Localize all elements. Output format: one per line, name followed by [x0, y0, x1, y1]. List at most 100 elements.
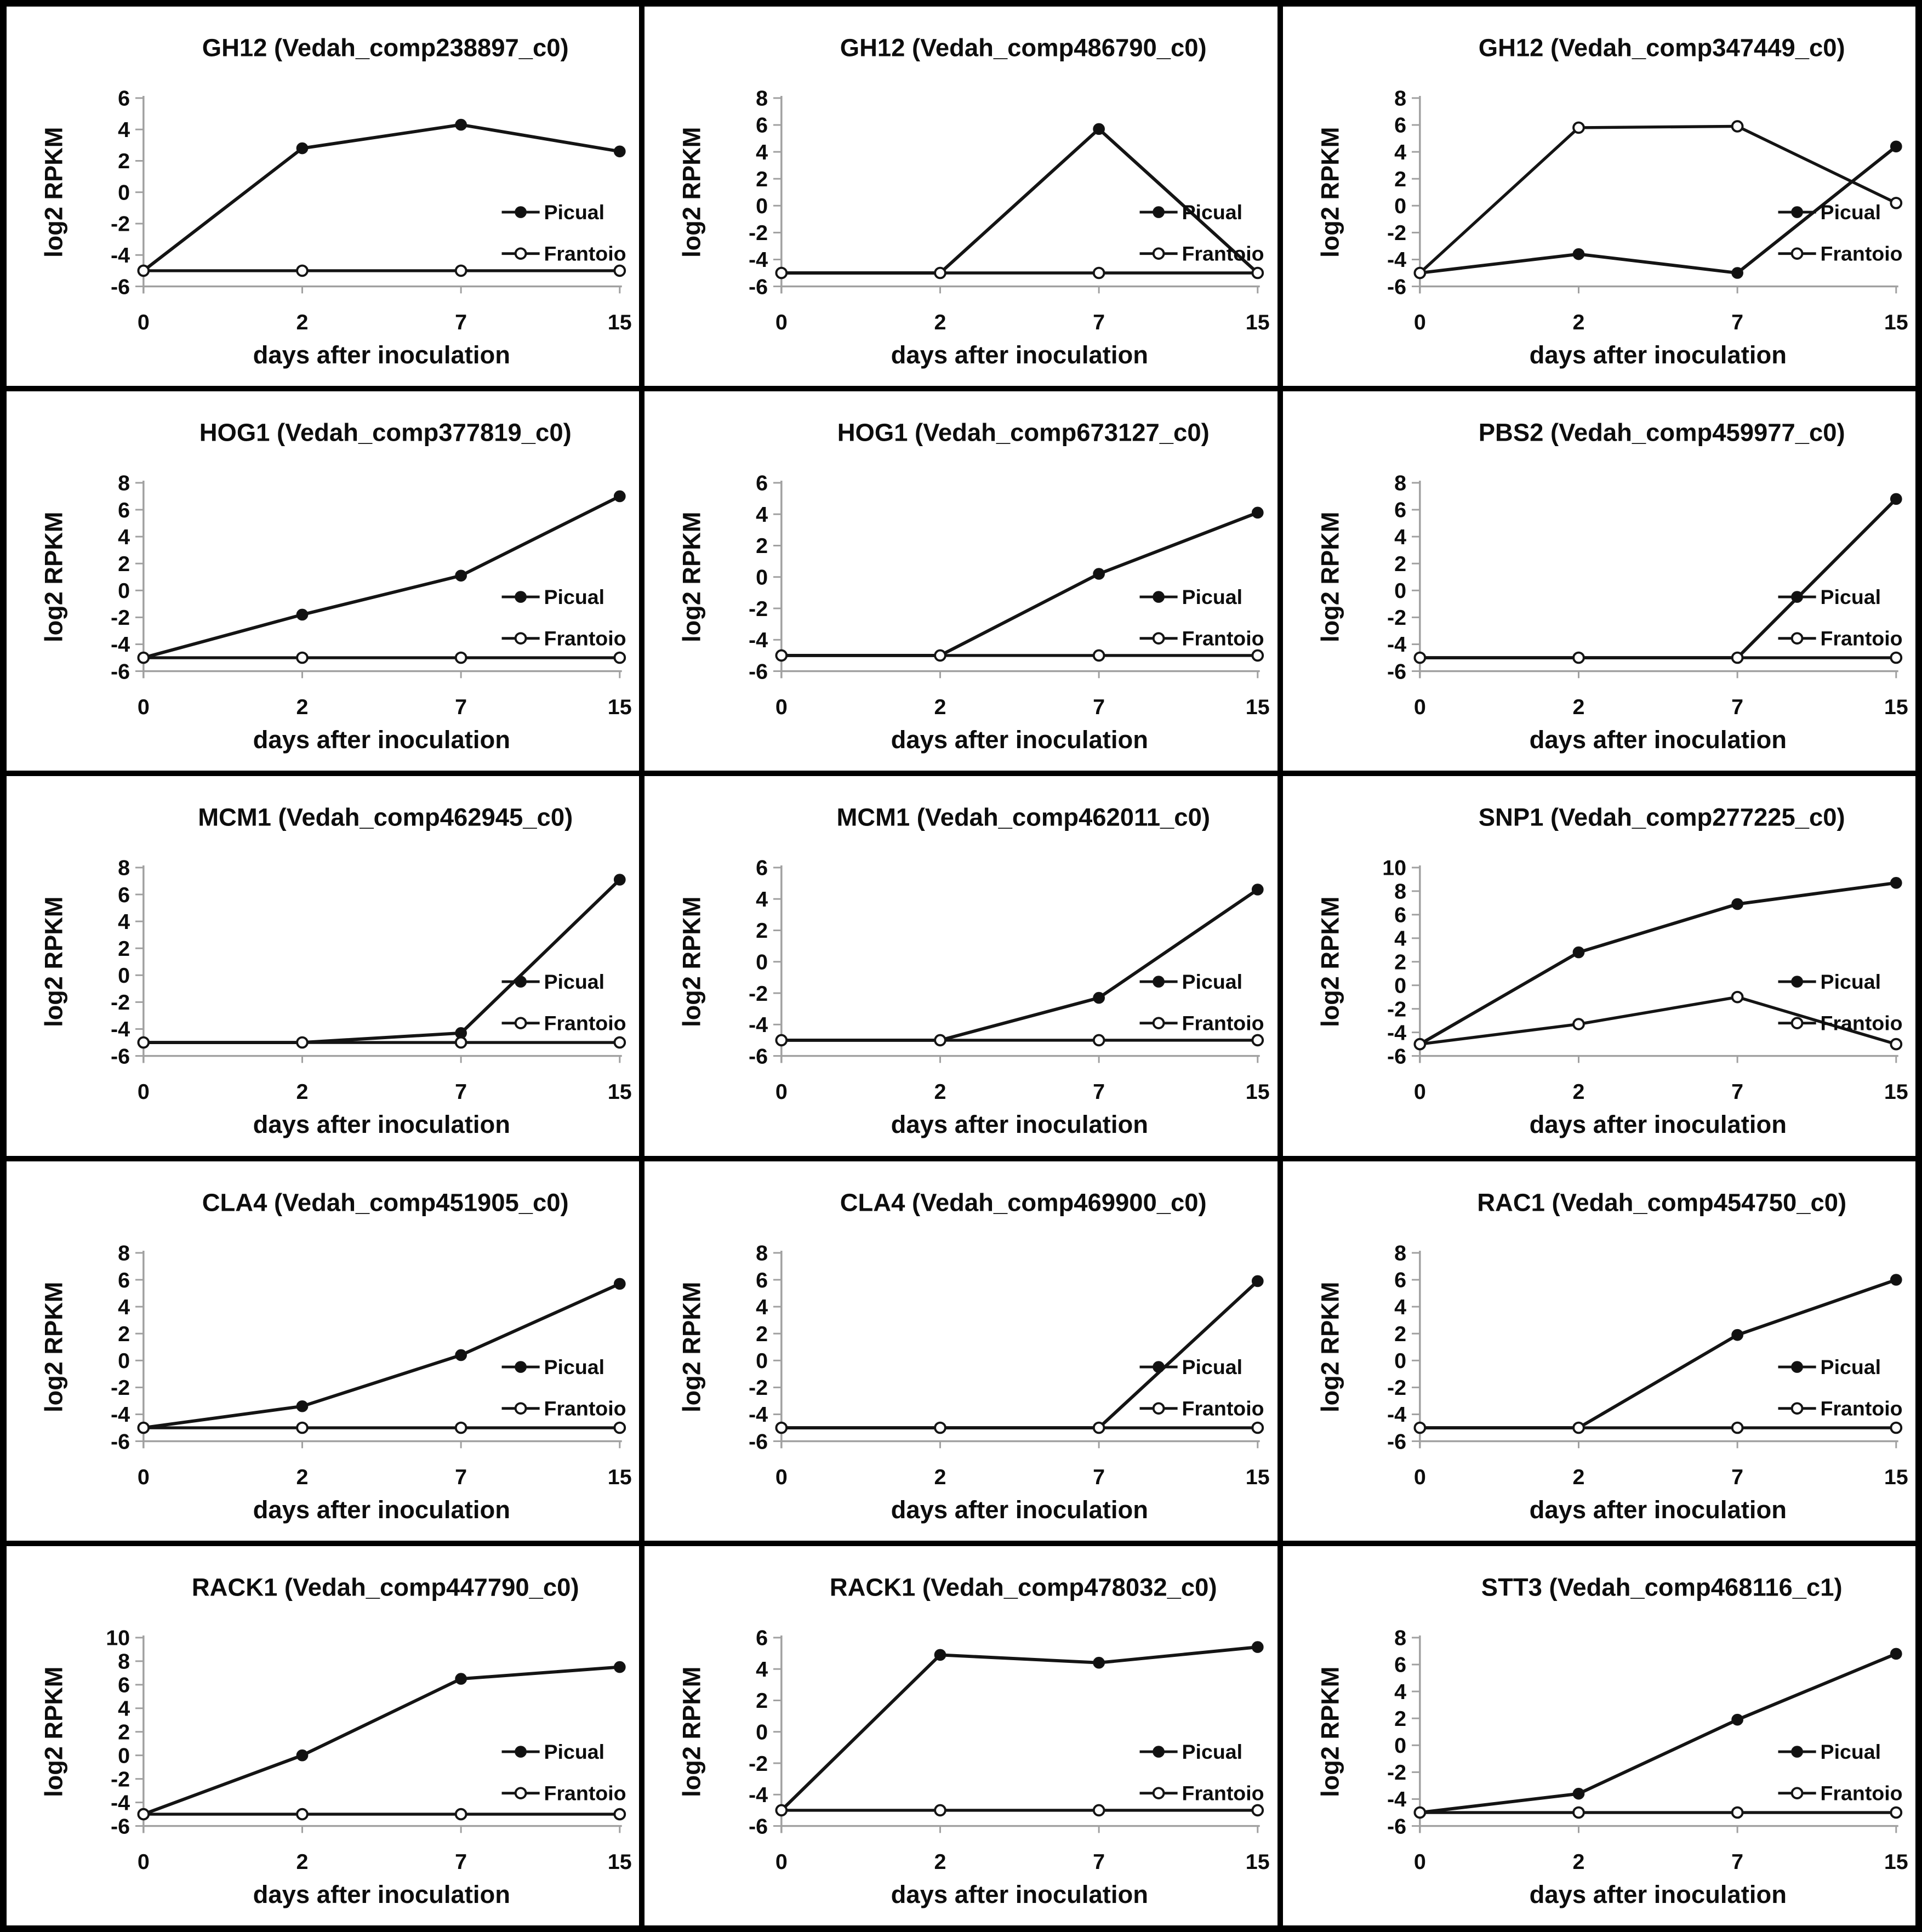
open-circle-marker-icon — [296, 651, 309, 664]
y-axis-tick-labels: -6 -4 -2 0 2 4 6 — [749, 856, 768, 1069]
legend: Picual Frantoio — [1139, 970, 1264, 1035]
filled-circle-marker-icon — [1252, 506, 1264, 519]
x-axis-tick-labels: 0 2 7 15 — [775, 1850, 1270, 1874]
legend-label: Picual — [1182, 201, 1243, 224]
chart-svg: HOG1 (Vedah_comp377819_c0) log2 RPKM days … — [40, 419, 632, 754]
legend-label: Picual — [544, 585, 605, 608]
open-circle-marker-icon — [775, 1034, 788, 1047]
x-tick-label: 15 — [608, 695, 632, 719]
x-axis-label: days after inoculation — [1529, 1110, 1786, 1138]
y-tick-label: 10 — [1382, 856, 1406, 880]
open-circle-marker-icon — [613, 264, 626, 277]
y-tick-label: -4 — [111, 1018, 130, 1042]
x-axis-tick-labels: 0 2 7 15 — [138, 310, 632, 334]
legend-label: Picual — [1182, 970, 1243, 993]
open-circle-marker-icon — [775, 1804, 788, 1817]
y-tick-label: -6 — [1387, 1045, 1406, 1069]
y-axis-label: log2 RPKM — [40, 897, 68, 1027]
y-tick-label: 2 — [1394, 950, 1406, 974]
x-axis-label: days after inoculation — [253, 341, 510, 369]
x-tick-label: 15 — [608, 1850, 632, 1874]
y-tick-label: 8 — [1394, 87, 1406, 111]
open-circle-marker-icon — [934, 649, 947, 662]
x-tick-label: 0 — [775, 1465, 788, 1489]
x-tick-label: 7 — [1731, 1080, 1743, 1104]
y-axis-ticks — [1411, 1252, 1420, 1442]
x-tick-label: 15 — [608, 310, 632, 334]
x-tick-label: 7 — [455, 1465, 467, 1489]
open-circle-marker-icon — [1413, 651, 1426, 664]
x-axis-label: days after inoculation — [891, 1880, 1148, 1908]
y-tick-label: -4 — [1387, 1403, 1406, 1427]
open-circle-marker-icon — [137, 651, 150, 664]
frantoio-markers — [775, 1421, 1264, 1434]
chart-panel: GH12 (Vedah_comp486790_c0) log2 RPKM days … — [645, 7, 1277, 386]
x-tick-label: 0 — [138, 695, 150, 719]
y-tick-label: -4 — [749, 1013, 768, 1038]
x-tick-label: 2 — [1572, 695, 1584, 719]
chart-panel: RACK1 (Vedah_comp478032_c0) log2 RPKM days… — [645, 1546, 1277, 1925]
y-axis-ticks — [773, 482, 782, 673]
legend-item-picual: Picual — [1139, 201, 1243, 224]
y-tick-label: 6 — [756, 113, 768, 138]
y-tick-label: 4 — [1394, 927, 1406, 951]
open-circle-marker-icon — [1731, 1806, 1744, 1819]
open-circle-icon — [514, 1787, 527, 1799]
y-tick-label: 4 — [118, 1696, 130, 1720]
y-tick-label: -6 — [111, 1814, 130, 1838]
picual-series-line — [1419, 1652, 1897, 1814]
open-circle-marker-icon — [934, 266, 947, 280]
y-tick-label: -2 — [749, 221, 768, 245]
filled-circle-marker-icon — [1890, 1273, 1902, 1286]
y-tick-label: 4 — [756, 887, 768, 911]
y-tick-label: 6 — [1394, 498, 1406, 522]
legend-item-picual: Picual — [1139, 1740, 1242, 1763]
legend: Picual Frantoio — [1778, 970, 1902, 1035]
filled-circle-icon — [1153, 206, 1165, 218]
y-tick-label: 6 — [118, 883, 130, 907]
x-tick-label: 15 — [1884, 1465, 1908, 1489]
x-tick-label: 0 — [1414, 1465, 1426, 1489]
y-axis-ticks — [1411, 482, 1420, 673]
y-tick-label: 0 — [1394, 1349, 1406, 1373]
x-axis-ticks — [142, 1056, 621, 1063]
chart-title: CLA4 (Vedah_comp469900_c0) — [840, 1188, 1207, 1216]
chart-svg: CLA4 (Vedah_comp451905_c0) log2 RPKM days … — [40, 1188, 632, 1523]
x-axis-ticks — [142, 671, 621, 679]
x-tick-label: 15 — [1246, 310, 1270, 334]
filled-circle-icon — [1790, 591, 1803, 603]
frantoio-markers — [1413, 651, 1902, 664]
legend-item-picual: Picual — [1778, 1355, 1881, 1378]
chart-title: GH12 (Vedah_comp238897_c0) — [202, 33, 569, 61]
y-tick-label: 6 — [1394, 1268, 1406, 1292]
legend: Picual Frantoio — [1139, 1355, 1264, 1420]
open-circle-marker-icon — [137, 1808, 150, 1821]
open-circle-marker-icon — [454, 1421, 467, 1434]
filled-circle-marker-icon — [613, 145, 626, 158]
y-axis-ticks — [1411, 1637, 1420, 1827]
chart-panel: GH12 (Vedah_comp238897_c0) log2 RPKM days … — [7, 7, 640, 386]
chart-panel: MCM1 (Vedah_comp462945_c0) log2 RPKM days … — [7, 776, 640, 1156]
y-tick-label: -2 — [111, 1767, 130, 1791]
chart-panel: HOG1 (Vedah_comp673127_c0) log2 RPKM days … — [645, 391, 1277, 771]
filled-circle-marker-icon — [1890, 1648, 1902, 1660]
chart-panel: PBS2 (Vedah_comp459977_c0) log2 RPKM days … — [1282, 391, 1915, 771]
y-tick-label: 6 — [756, 1268, 768, 1292]
x-tick-label: 15 — [1884, 1080, 1908, 1104]
x-tick-label: 7 — [1093, 695, 1105, 719]
y-tick-label: -4 — [1387, 1787, 1406, 1811]
filled-circle-marker-icon — [1572, 248, 1585, 260]
filled-circle-marker-icon — [613, 1661, 626, 1673]
frantoio-markers — [1413, 1421, 1902, 1434]
y-tick-label: -4 — [749, 248, 768, 272]
x-tick-label: 15 — [1246, 1465, 1270, 1489]
y-tick-label: 0 — [118, 964, 130, 988]
legend-item-frantoio: Frantoio — [1139, 1397, 1264, 1420]
legend-label: Picual — [1820, 970, 1881, 993]
filled-circle-icon — [1153, 591, 1165, 603]
y-tick-label: 2 — [756, 1689, 768, 1713]
open-circle-marker-icon — [1251, 1034, 1264, 1047]
open-circle-marker-icon — [137, 1421, 150, 1434]
